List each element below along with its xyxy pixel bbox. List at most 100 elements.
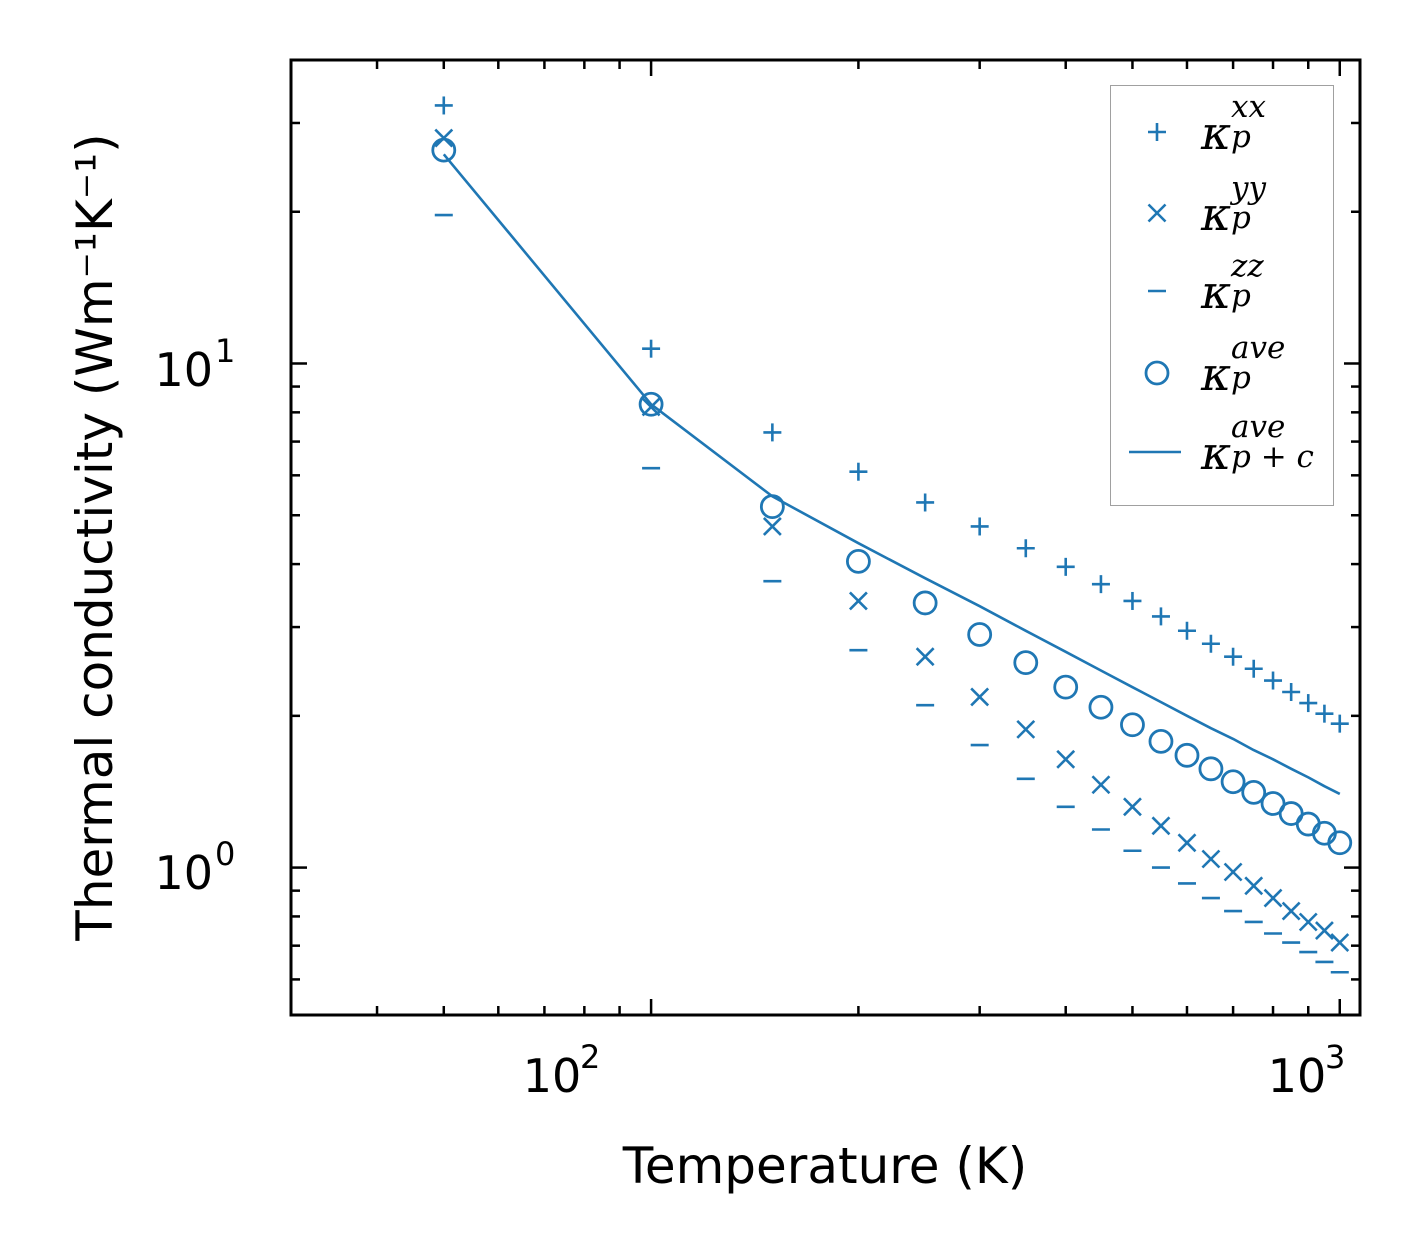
data-point-kappa_p_xx-600: [1177, 621, 1196, 640]
data-point-kappa_p_xx-800: [1264, 671, 1283, 690]
data-point-kappa_p_ave-200: [846, 548, 871, 574]
series-layer: [431, 96, 1353, 974]
data-point-kappa_p_xx-300: [970, 517, 989, 536]
data-point-kappa_p_ave-700: [1220, 769, 1246, 795]
data-point-kappa_p_xx-250: [916, 493, 935, 512]
data-point-kappa_p_xx-400: [1056, 557, 1075, 576]
data-point-kappa_p_yy-500-b: [1123, 797, 1142, 817]
data-point-kappa_p_yy-350: [1016, 719, 1036, 739]
data-point-kappa_p_yy-450: [1091, 775, 1111, 795]
legend-marker-line: [1129, 450, 1181, 454]
data-point-kappa_p_yy-300: [970, 687, 990, 707]
x-axis-label: Temperature (K): [622, 1137, 1027, 1195]
legend-entry-pc-ave: κ ave p + c: [1111, 410, 1333, 486]
data-point-kappa_p_yy-950-b: [1315, 921, 1334, 940]
data-point-kappa_p_xx-850: [1282, 683, 1301, 702]
data-point-kappa_p_xx-150: [763, 423, 782, 442]
legend-label-zz: κ zz p: [1201, 248, 1264, 319]
x-tick-label-1000-exp: 3: [1325, 1038, 1345, 1076]
data-point-kappa_p_ave-300: [967, 622, 993, 647]
series-kappa_p_zz: [434, 213, 1349, 974]
y-tick-label-10-exp: 1: [215, 332, 235, 370]
data-point-kappa_p_yy-150-b: [762, 517, 782, 536]
data-point-kappa_p_ave-750: [1241, 779, 1267, 805]
data-point-kappa_p_yy-1000: [1330, 933, 1350, 952]
data-point-kappa_p_yy-650-b: [1201, 849, 1221, 869]
plot-frame: [289, 58, 1362, 1017]
data-point-kappa_p_yy-750-b: [1244, 876, 1264, 896]
major-ticks: [291, 60, 1360, 1015]
data-point-kappa_p_ave-550: [1148, 728, 1174, 754]
data-point-kappa_p_yy-800: [1263, 888, 1283, 908]
data-point-kappa_p_xx-350: [1016, 539, 1035, 558]
data-point-kappa_p_yy-550-b: [1151, 816, 1171, 836]
legend-mark-kappa_p_yy-b: [1147, 203, 1167, 223]
data-point-kappa_p_yy-800-b: [1263, 888, 1283, 908]
data-point-kappa_p_xx-500: [1123, 591, 1142, 610]
x-tick-label-1000-base: 10: [1268, 1049, 1327, 1103]
x-tick-label-100: 10 2: [523, 1038, 601, 1103]
series-kappa_p+c_ave: [442, 153, 1341, 796]
x-tick-label-100-base: 10: [523, 1049, 582, 1103]
legend-label-yy: κ yy p: [1201, 170, 1267, 241]
series-kappa_p_yy: [434, 128, 1350, 952]
y-tick-label-1-base: 10: [154, 846, 213, 900]
y-tick-label-1: 10 0: [154, 835, 235, 900]
data-point-kappa_p_yy-600: [1177, 833, 1197, 853]
legend-entry-yy: κ yy p: [1111, 171, 1333, 247]
legend-entry-xx: κ xx p: [1111, 90, 1333, 166]
data-point-kappa_p_yy-350-b: [1016, 719, 1036, 739]
data-point-kappa_p_yy-400-b: [1056, 749, 1076, 769]
x-tick-label-1000: 10 3: [1268, 1038, 1346, 1103]
data-point-kappa_p_xx-750: [1244, 659, 1263, 678]
data-point-kappa_p_yy-300-b: [970, 687, 990, 707]
data-point-kappa_p_xx-450: [1091, 575, 1110, 594]
data-point-kappa_p_ave-400: [1053, 674, 1079, 700]
data-point-kappa_p_yy-200: [848, 591, 868, 611]
legend-label-pc-ave: κ ave p + c: [1201, 409, 1314, 480]
data-point-kappa_p_yy-900-b: [1298, 912, 1318, 932]
data-point-kappa_p_yy-400: [1056, 749, 1076, 769]
series-line-kappa_p+c_ave: [442, 153, 1341, 796]
data-point-kappa_p_yy-700: [1223, 862, 1243, 882]
y-tick-label-1-exp: 0: [215, 835, 235, 873]
data-point-kappa_p_ave-250: [912, 590, 938, 616]
legend-marker-x: [1147, 203, 1167, 223]
data-point-kappa_p_yy-250: [915, 647, 935, 667]
data-point-kappa_p_xx-200: [849, 462, 868, 481]
series-kappa_p_xx: [434, 96, 1349, 733]
data-point-kappa_p_yy-850: [1281, 901, 1301, 921]
legend-marker-hline: [1148, 289, 1166, 293]
data-point-kappa_p_ave-150: [759, 494, 785, 520]
data-point-kappa_p_ave-650: [1198, 756, 1224, 782]
data-point-kappa_p_ave-350: [1013, 650, 1039, 676]
data-point-kappa_p_ave-450: [1088, 694, 1114, 720]
data-point-kappa_p_yy-700-b: [1223, 862, 1243, 882]
x-tick-label-100-exp: 2: [580, 1038, 600, 1076]
data-point-kappa_p_ave-900: [1295, 811, 1321, 837]
data-point-kappa_p_xx-50: [434, 96, 453, 115]
data-point-kappa_p_xx-550: [1151, 607, 1170, 626]
data-point-kappa_p_yy-250-b: [915, 647, 935, 667]
data-point-kappa_p_yy-1000-b: [1330, 933, 1350, 952]
y-axis-label: Thermal conductivity (Wm⁻¹K⁻¹): [66, 133, 124, 941]
legend-mark-kappa_p_ave: [1144, 360, 1170, 386]
legend-mark-kappa_p_xx: [1148, 123, 1166, 141]
data-point-kappa_p_yy-550: [1151, 816, 1171, 836]
legend-label-ave: κ ave p: [1201, 330, 1286, 401]
data-point-kappa_p_xx-950: [1315, 704, 1334, 723]
data-point-kappa_p_yy-850-b: [1281, 901, 1301, 921]
data-point-kappa_p_ave-600: [1174, 742, 1200, 768]
data-point-kappa_p_xx-700: [1224, 647, 1243, 666]
data-point-kappa_p_xx-100: [642, 339, 661, 358]
legend-marker-circle: [1144, 360, 1170, 386]
data-point-kappa_p_yy-600-b: [1177, 833, 1197, 853]
data-point-kappa_p_yy-450-b: [1091, 775, 1111, 795]
legend-entry-zz: κ zz p: [1111, 249, 1333, 325]
data-point-kappa_p_yy-150: [762, 517, 782, 536]
data-point-kappa_p_yy-950: [1315, 921, 1334, 940]
data-point-kappa_p_yy-500: [1123, 797, 1142, 817]
legend-marker-plus: [1148, 123, 1166, 141]
y-tick-label-10-base: 10: [154, 343, 213, 397]
